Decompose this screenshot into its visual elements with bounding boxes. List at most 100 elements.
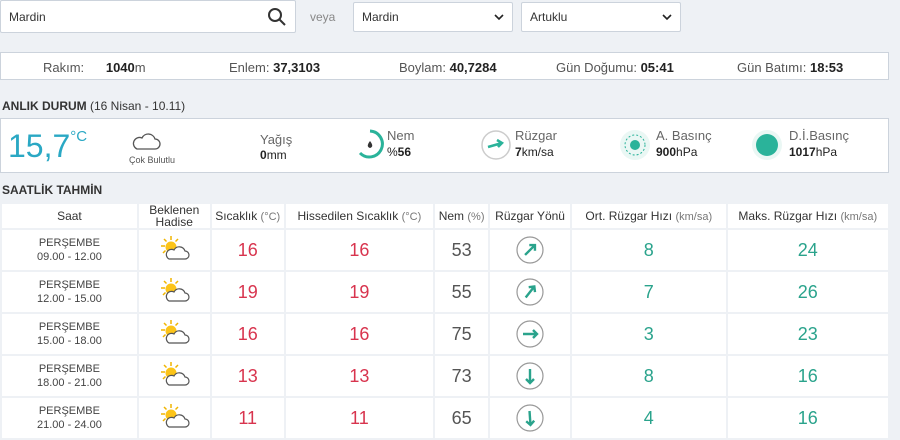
location-item: Gün Batımı: 18:53 xyxy=(737,60,843,75)
header-label: Rüzgar Yönü xyxy=(495,209,565,223)
header-unit: (km/sa) xyxy=(840,210,878,223)
wind-arrow xyxy=(523,329,539,339)
district-select[interactable]: Artuklu xyxy=(521,2,681,32)
wind-circle xyxy=(516,320,544,348)
humidity-value: 56 xyxy=(397,145,412,159)
weather-cell xyxy=(138,314,210,354)
sky: Çok Bulutlu xyxy=(129,155,176,165)
or-label: veya xyxy=(310,10,336,24)
wind-average: 4 xyxy=(571,398,726,438)
arrow-shape xyxy=(525,410,536,427)
cloud-icon xyxy=(132,133,161,150)
header-unit: (km/sa) xyxy=(675,210,713,223)
arrow-shape xyxy=(525,369,535,385)
arrow-shape xyxy=(524,243,537,256)
time-cell: PERŞEMBE 15.00 - 18.00 xyxy=(2,314,137,354)
header-unit: (°C) xyxy=(401,210,422,223)
feels-like: 16 xyxy=(285,314,434,354)
weather-icon xyxy=(161,319,190,344)
forecast-row: PERŞEMBE 12.00 - 15.00 19 19 55 7 26 xyxy=(2,272,888,312)
location-item: Enlem: 37,3103 xyxy=(229,60,320,75)
humidity: %56 xyxy=(387,145,411,159)
time: 15.00 - 18.00 xyxy=(36,335,102,347)
location-value: 18:53 xyxy=(810,60,844,75)
header-row: Saat Beklenen Hadise Sıcaklık (°C) Hissedil… xyxy=(2,204,888,228)
wind-direction-icon xyxy=(516,404,544,432)
location-bar: Rakım: 1040m Enlem: 37,3103 Boylam: 40,728… xyxy=(0,52,889,80)
province-text: Mardin xyxy=(362,10,399,24)
wind-average: 8 xyxy=(571,356,726,396)
wind-direction-icon xyxy=(516,320,544,348)
header-label: Nem xyxy=(438,208,465,223)
wind-max: 23 xyxy=(727,314,888,354)
wind-direction-cell xyxy=(490,230,570,270)
wind-direction-cell xyxy=(490,272,570,312)
pressure-icon xyxy=(620,130,650,160)
time: 21.00 - 24.00 xyxy=(36,419,102,431)
humidity-unit: % xyxy=(387,145,398,159)
header-label: Maks. Rüzgar Hızı xyxy=(738,208,838,223)
location-label: Enlem: xyxy=(229,60,270,75)
pressure-unit: hPa xyxy=(676,145,698,159)
search-icon[interactable] xyxy=(267,7,287,27)
humidity: 53 xyxy=(435,230,489,270)
wind-average: 3 xyxy=(571,314,726,354)
location-label: Boylam: xyxy=(399,60,446,75)
precip: 0mm xyxy=(260,148,287,162)
header-label: Beklenen Hadise xyxy=(149,203,200,229)
header-label: Ort. Rüzgar Hızı xyxy=(585,208,673,223)
sea-pressure-value: 1017 xyxy=(789,145,816,159)
temperature: 13 xyxy=(211,356,284,396)
chevron xyxy=(662,14,672,21)
wind-direction-icon xyxy=(516,278,544,306)
wind-arrow xyxy=(524,243,537,256)
wind-unit: km/sa xyxy=(521,145,554,159)
forecast-row: PERŞEMBE 09.00 - 12.00 16 16 53 8 24 xyxy=(2,230,888,270)
humidity: 75 xyxy=(435,314,489,354)
location-item: Rakım: 1040m xyxy=(43,60,146,75)
wind-direction-icon xyxy=(516,362,544,390)
wind: 7km/sa xyxy=(515,145,554,159)
time-cell: PERŞEMBE 18.00 - 21.00 xyxy=(2,356,137,396)
header-unit: (%) xyxy=(467,210,485,223)
location-value: 40,7284 xyxy=(449,60,497,75)
wind-arrow xyxy=(525,369,535,385)
weather-icon xyxy=(161,277,190,302)
weather-cell xyxy=(138,398,210,438)
forecast-row: PERŞEMBE 21.00 - 24.00 11 11 65 4 16 xyxy=(2,398,888,438)
location-unit: m xyxy=(134,60,146,75)
wind-max: 26 xyxy=(727,272,888,312)
province-select[interactable]: Mardin xyxy=(353,2,513,32)
wind-circle xyxy=(516,278,544,306)
feels-like: 11 xyxy=(285,398,434,438)
feels-like: 16 xyxy=(285,230,434,270)
current-date: (16 Nisan - 10.11) xyxy=(90,99,186,113)
location-label: Rakım: xyxy=(43,60,85,75)
column-header: Maks. Rüzgar Hızı (km/sa) xyxy=(727,204,888,228)
current-title-text: ANLIK DURUM xyxy=(2,99,87,113)
arrow-shape xyxy=(524,285,537,299)
wind-circle xyxy=(516,362,544,390)
wind-max: 16 xyxy=(727,398,888,438)
forecast-row: PERŞEMBE 18.00 - 21.00 13 13 73 8 16 xyxy=(2,356,888,396)
header-unit: (°C) xyxy=(260,210,281,223)
search-input[interactable]: Mardin xyxy=(0,0,296,33)
precip-value: 0 xyxy=(260,148,267,162)
location-label: Gün Doğumu: xyxy=(556,60,637,75)
humidity: 65 xyxy=(435,398,489,438)
wind-direction-icon xyxy=(516,236,544,264)
day: PERŞEMBE xyxy=(38,237,100,249)
time: 09.00 - 12.00 xyxy=(36,251,102,263)
time-cell: PERŞEMBE 21.00 - 24.00 xyxy=(2,398,137,438)
feels-like: 19 xyxy=(285,272,434,312)
column-header: Nem (%) xyxy=(435,204,489,228)
weather-cell xyxy=(138,230,210,270)
wind-label: Rüzgar xyxy=(515,128,557,143)
wind-arrow xyxy=(525,410,536,427)
wind-direction-cell xyxy=(490,398,570,438)
column-header: Beklenen Hadise xyxy=(138,203,210,229)
wind-circle xyxy=(516,236,544,264)
hourly-table: Saat Beklenen Hadise Sıcaklık (°C) Hissedil… xyxy=(0,202,890,440)
search-text: Mardin xyxy=(9,9,46,24)
